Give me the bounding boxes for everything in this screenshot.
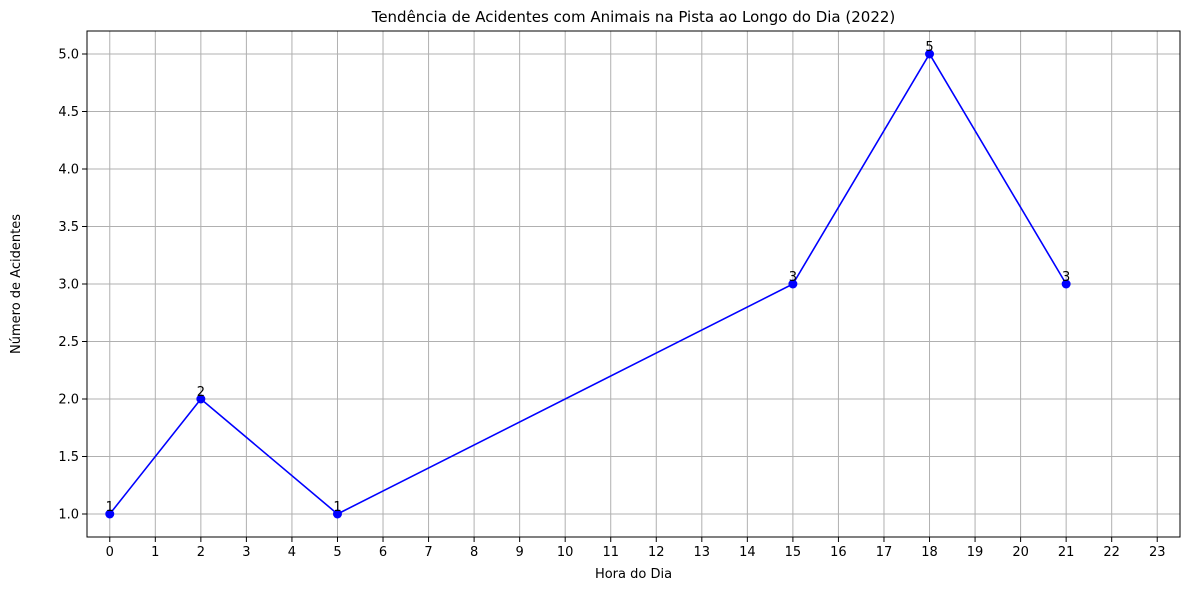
x-tick-label: 23 bbox=[1149, 545, 1166, 560]
x-tick-label: 0 bbox=[106, 545, 114, 560]
x-tick-label: 13 bbox=[694, 545, 711, 560]
x-tick-label: 2 bbox=[197, 545, 205, 560]
x-tick-label: 17 bbox=[876, 545, 893, 560]
y-tick-label: 4.5 bbox=[58, 105, 79, 120]
data-label: 1 bbox=[333, 500, 341, 515]
series-polyline bbox=[109, 52, 1067, 515]
y-tick-label: 2.0 bbox=[58, 393, 79, 408]
x-tick-label: 11 bbox=[602, 545, 619, 560]
y-axis-ticks: 1.0 1.5 2.0 2.5 3.0 3.5 4.0 4.5 5.0 bbox=[58, 48, 87, 523]
x-tick-label: 14 bbox=[739, 545, 756, 560]
y-tick-label: 3.5 bbox=[58, 220, 79, 235]
x-axis-ticks: 0 1 2 3 4 5 6 7 8 9 10 11 12 13 14 15 16 17 18 19 20 21 22 23 bbox=[106, 537, 1166, 560]
y-tick-label: 1.5 bbox=[58, 450, 79, 465]
x-tick-label: 7 bbox=[424, 545, 432, 560]
series-markers bbox=[105, 49, 1071, 519]
x-axis-label: Hora do Dia bbox=[595, 567, 672, 582]
x-tick-label: 22 bbox=[1103, 545, 1120, 560]
y-tick-label: 5.0 bbox=[58, 48, 79, 63]
grid bbox=[87, 31, 1180, 537]
x-tick-label: 9 bbox=[516, 545, 524, 560]
x-tick-label: 4 bbox=[288, 545, 296, 560]
x-tick-label: 3 bbox=[242, 545, 250, 560]
data-point bbox=[1061, 279, 1071, 289]
data-label: 3 bbox=[789, 270, 797, 285]
x-tick-label: 15 bbox=[785, 545, 802, 560]
x-tick-label: 19 bbox=[967, 545, 984, 560]
x-tick-label: 10 bbox=[557, 545, 574, 560]
series-line bbox=[109, 52, 1067, 515]
data-label: 1 bbox=[106, 500, 114, 515]
y-axis-label: Número de Acidentes bbox=[9, 214, 24, 354]
data-label: 5 bbox=[925, 40, 933, 55]
data-labels: 1 2 1 3 5 3 bbox=[106, 40, 1071, 515]
data-point bbox=[925, 49, 935, 59]
x-tick-label: 20 bbox=[1012, 545, 1029, 560]
y-tick-label: 2.5 bbox=[58, 335, 79, 350]
x-tick-label: 12 bbox=[648, 545, 665, 560]
data-label: 2 bbox=[197, 385, 205, 400]
data-label: 3 bbox=[1062, 270, 1070, 285]
data-point bbox=[196, 394, 206, 404]
x-tick-label: 8 bbox=[470, 545, 478, 560]
x-tick-label: 1 bbox=[151, 545, 159, 560]
x-tick-label: 6 bbox=[379, 545, 387, 560]
y-tick-label: 3.0 bbox=[58, 278, 79, 293]
x-tick-label: 21 bbox=[1058, 545, 1075, 560]
data-point bbox=[105, 509, 115, 519]
y-tick-label: 1.0 bbox=[58, 508, 79, 523]
x-tick-label: 16 bbox=[830, 545, 847, 560]
data-point bbox=[788, 279, 798, 289]
x-tick-label: 5 bbox=[333, 545, 341, 560]
x-tick-label: 18 bbox=[921, 545, 938, 560]
y-tick-label: 4.0 bbox=[58, 163, 79, 178]
chart-title: Tendência de Acidentes com Animais na Pi… bbox=[371, 8, 896, 26]
data-point bbox=[332, 509, 342, 519]
